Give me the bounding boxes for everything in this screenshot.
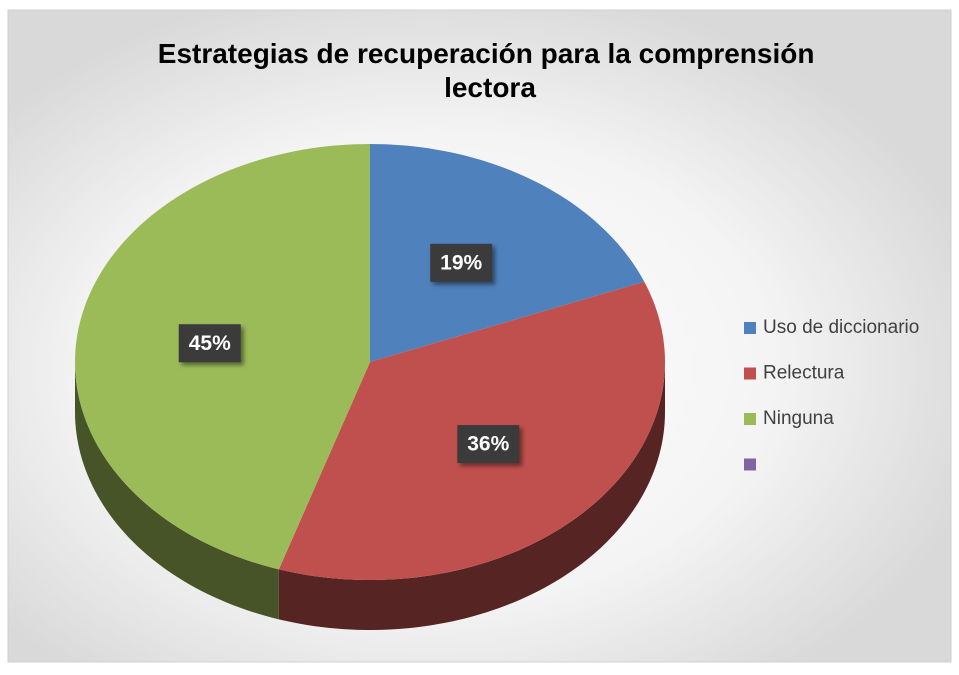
legend-label: Ninguna — [763, 408, 834, 429]
legend-swatch — [744, 458, 756, 471]
data-label: 19% — [440, 251, 482, 274]
legend-label: Uso de diccionario — [763, 317, 919, 338]
slice-side — [75, 362, 279, 620]
data-label: 36% — [467, 433, 509, 456]
title-line: Estrategias de recuperación para la comp… — [158, 38, 815, 69]
data-label: 45% — [189, 332, 231, 355]
pie-slice — [370, 144, 645, 362]
legend-swatch — [744, 413, 756, 425]
data-label-box — [430, 243, 493, 282]
title-line: lectora — [444, 72, 536, 103]
legend-swatch — [744, 367, 756, 380]
legend-swatch — [744, 322, 756, 334]
legend-label: Relectura — [763, 363, 845, 384]
slice-side — [278, 362, 665, 630]
chart-title: Estrategias de recuperación para la comp… — [158, 38, 822, 103]
data-label-box — [178, 324, 241, 363]
data-label-box — [457, 425, 520, 464]
